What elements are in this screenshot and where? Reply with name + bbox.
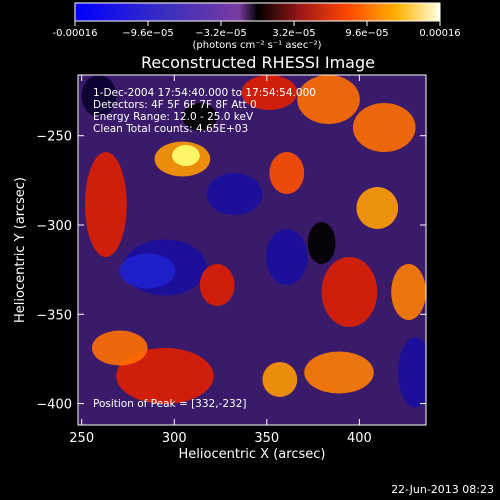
heatmap-blob (352, 103, 416, 152)
heatmap-blob (391, 264, 426, 320)
heatmap-blob (241, 75, 298, 110)
heatmap-blob (81, 75, 117, 117)
info-line-3: Energy Range: 12.0 - 25.0 keV (93, 111, 254, 123)
colorbar-tick-label: 3.2e−05 (272, 28, 315, 39)
colorbar-tick-label: 9.6e−05 (345, 28, 388, 39)
heatmap-blob (269, 152, 305, 194)
y-tick-label: −350 (36, 308, 72, 323)
heatmap-blob (119, 253, 176, 289)
info-line-4: Clean Total counts: 4.65E+03 (93, 123, 248, 135)
colorbar-tick-label: −9.6e−05 (122, 28, 174, 39)
heatmap-blob (398, 337, 426, 408)
colorbar-tick-label: -0.00016 (53, 28, 98, 39)
info-line-2: Detectors: 4F 5F 6F 7F 8F Att 0 (93, 99, 257, 111)
heatmap-blob (307, 222, 336, 264)
heatmap-blob (356, 187, 399, 229)
heatmap-blob (304, 351, 374, 394)
x-axis-label: Heliocentric X (arcsec) (179, 447, 326, 462)
info-line-1: 1-Dec-2004 17:54:40.000 to 17:54:54.000 (93, 87, 316, 99)
heatmap-blob (171, 145, 200, 166)
heatmap-blob (116, 348, 214, 404)
x-tick-label: 250 (69, 431, 94, 446)
y-tick-label: −300 (36, 219, 72, 234)
heatmap-blob (297, 75, 360, 124)
heatmap-blob (91, 330, 148, 366)
x-tick-label: 400 (347, 431, 372, 446)
timestamp: 22-Jun-2013 08:23 (391, 483, 494, 496)
heatmap-blob (84, 152, 127, 257)
colorbar-gradient (74, 2, 441, 22)
heatmap-blob (321, 257, 378, 327)
x-tick-label: 300 (162, 431, 187, 446)
chart-title: Reconstructed RHESSI Image (141, 53, 375, 72)
peak-position-label: Position of Peak = [332,-232] (93, 398, 247, 410)
heatmap-blob (262, 362, 298, 397)
colorbar-tick-label: −3.2e−05 (195, 28, 247, 39)
plot-area: 250 300 350 400 −250 −300 −350 −400 1-Dec-2004 … (36, 74, 427, 446)
heatmap-blob (182, 103, 218, 131)
y-axis-label: Heliocentric Y (arcsec) (13, 177, 28, 323)
heatmap-blob (199, 264, 235, 306)
heatmap-image (81, 75, 426, 408)
plot-frame (77, 74, 427, 426)
x-tick-label: 350 (254, 431, 279, 446)
colorbar-tick-label: 0.00016 (419, 28, 460, 39)
heatmap-blob (265, 229, 308, 285)
heatmap-blob (206, 173, 263, 215)
y-tick-label: −250 (36, 130, 72, 145)
y-tick-label: −400 (36, 398, 72, 413)
colorbar: -0.00016 −9.6e−05 −3.2e−05 3.2e−05 9.6e−05 0.… (53, 2, 461, 51)
colorbar-units-label: (photons cm⁻² s⁻¹ asec⁻²) (192, 40, 321, 51)
